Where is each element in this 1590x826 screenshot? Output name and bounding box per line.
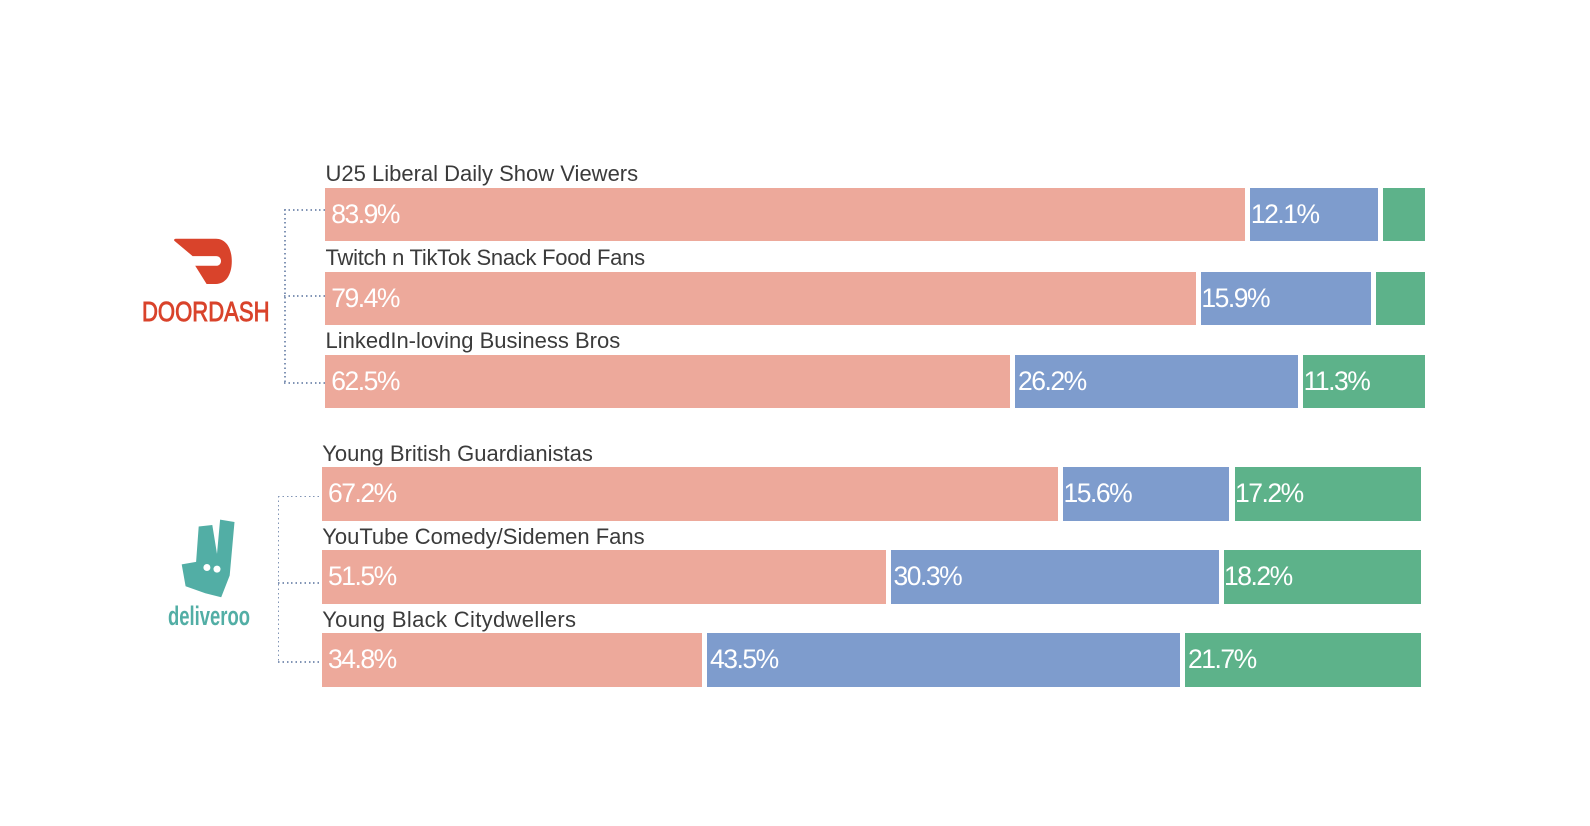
svg-text:DOORDASH: DOORDASH [142, 296, 270, 327]
svg-text:deliveroo: deliveroo [168, 601, 250, 630]
